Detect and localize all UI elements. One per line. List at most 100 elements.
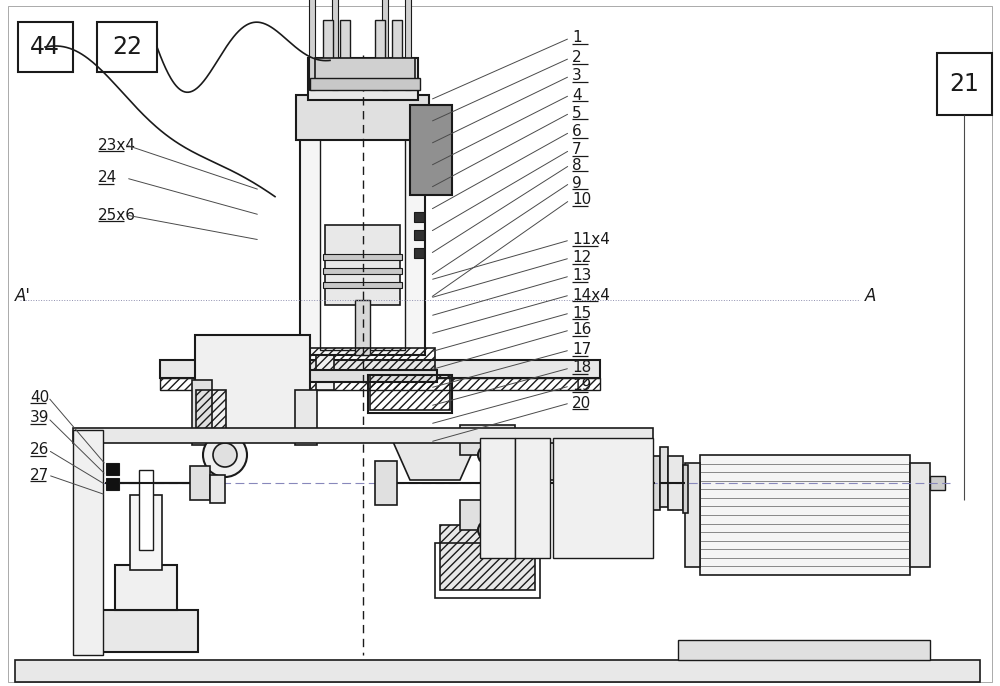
Bar <box>318 74 408 88</box>
Bar <box>410 105 452 195</box>
Bar <box>18 22 73 72</box>
Text: 3: 3 <box>572 69 582 84</box>
Bar <box>192 380 212 445</box>
Bar <box>340 20 350 62</box>
Bar <box>553 438 653 558</box>
Bar <box>392 20 402 62</box>
Bar <box>414 248 424 258</box>
Bar <box>375 461 397 505</box>
Text: 18: 18 <box>572 361 591 375</box>
Bar <box>370 375 450 410</box>
Bar <box>435 543 540 598</box>
Bar <box>73 428 653 443</box>
Circle shape <box>478 521 496 539</box>
Text: 8: 8 <box>572 158 582 172</box>
Text: 9: 9 <box>572 176 582 191</box>
Bar <box>115 565 177 610</box>
Bar <box>480 438 515 558</box>
Polygon shape <box>390 435 480 480</box>
Bar <box>930 476 945 490</box>
Bar <box>288 370 437 382</box>
Bar <box>652 456 660 510</box>
Text: 10: 10 <box>572 193 591 207</box>
Text: 26: 26 <box>30 442 49 458</box>
Text: 20: 20 <box>572 396 591 410</box>
Bar <box>73 430 103 655</box>
Bar <box>910 463 930 567</box>
Bar <box>355 300 370 355</box>
Text: 25x6: 25x6 <box>98 207 136 222</box>
Text: 44: 44 <box>30 35 60 59</box>
Text: 16: 16 <box>572 322 591 338</box>
Bar <box>323 254 402 260</box>
Bar <box>375 20 385 62</box>
Bar <box>195 335 310 430</box>
Bar <box>296 95 429 140</box>
Bar <box>440 525 535 590</box>
Bar <box>290 348 435 370</box>
Text: 14x4: 14x4 <box>572 287 610 303</box>
Text: 39: 39 <box>30 410 50 425</box>
Bar <box>325 225 400 305</box>
Bar <box>160 378 600 390</box>
Bar <box>660 447 668 507</box>
Bar <box>106 478 119 490</box>
Bar <box>316 120 334 390</box>
Circle shape <box>213 443 237 467</box>
Text: 12: 12 <box>572 250 591 265</box>
Bar <box>685 463 700 567</box>
Bar <box>700 455 910 575</box>
Bar <box>93 610 198 652</box>
Bar <box>323 268 402 274</box>
Bar <box>515 438 550 558</box>
Bar <box>332 0 338 90</box>
Bar <box>678 640 930 660</box>
Bar <box>315 58 415 80</box>
Bar <box>130 495 162 570</box>
Circle shape <box>203 433 247 477</box>
Bar <box>308 58 418 100</box>
Bar <box>15 660 980 682</box>
Bar <box>97 22 157 72</box>
Text: 1: 1 <box>572 30 582 45</box>
Text: 22: 22 <box>112 35 142 59</box>
Bar <box>323 282 402 288</box>
Text: 19: 19 <box>572 379 591 394</box>
Circle shape <box>478 446 496 464</box>
Text: A': A' <box>15 287 31 305</box>
Polygon shape <box>490 435 585 480</box>
Bar <box>323 20 333 62</box>
Text: 7: 7 <box>572 143 582 158</box>
Bar <box>414 230 424 240</box>
Bar <box>937 53 992 115</box>
Bar <box>295 390 317 445</box>
Text: 13: 13 <box>572 268 591 283</box>
Text: 40: 40 <box>30 390 49 405</box>
Bar <box>382 0 388 90</box>
Text: 27: 27 <box>30 467 49 482</box>
Bar <box>368 375 452 413</box>
Bar <box>309 0 315 90</box>
Bar <box>460 425 515 455</box>
Bar <box>139 470 153 550</box>
Bar <box>310 78 420 90</box>
Text: 2: 2 <box>572 51 582 65</box>
Bar <box>106 463 119 475</box>
Bar <box>210 475 225 503</box>
Bar <box>460 500 515 530</box>
Bar <box>320 135 405 350</box>
Bar <box>300 135 425 355</box>
Bar <box>196 390 226 430</box>
Bar <box>668 456 683 510</box>
Bar <box>414 212 424 222</box>
Text: 15: 15 <box>572 305 591 320</box>
Bar <box>405 0 411 90</box>
Text: 6: 6 <box>572 124 582 139</box>
Bar <box>160 360 600 378</box>
Text: A: A <box>865 287 876 305</box>
Bar <box>683 465 688 513</box>
Text: 24: 24 <box>98 171 117 185</box>
Text: 17: 17 <box>572 342 591 357</box>
Text: 23x4: 23x4 <box>98 137 136 152</box>
Text: 4: 4 <box>572 88 582 102</box>
